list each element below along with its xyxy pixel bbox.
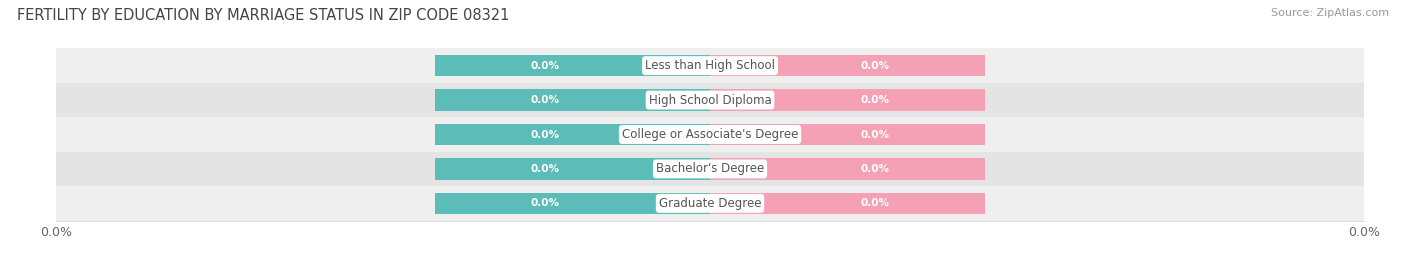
Bar	[436, 158, 710, 180]
Text: High School Diploma: High School Diploma	[648, 94, 772, 107]
Bar	[710, 124, 984, 145]
Text: FERTILITY BY EDUCATION BY MARRIAGE STATUS IN ZIP CODE 08321: FERTILITY BY EDUCATION BY MARRIAGE STATU…	[17, 8, 509, 23]
Text: 0.0%: 0.0%	[531, 95, 560, 105]
Text: 0.0%: 0.0%	[531, 61, 560, 71]
Bar	[436, 89, 710, 111]
Bar	[56, 83, 1364, 117]
Text: 0.0%: 0.0%	[860, 95, 889, 105]
Bar	[56, 117, 1364, 152]
Text: 0.0%: 0.0%	[860, 164, 889, 174]
Bar	[710, 193, 984, 214]
Bar	[710, 89, 984, 111]
Text: Graduate Degree: Graduate Degree	[659, 197, 761, 210]
Bar	[436, 55, 710, 76]
Text: 0.0%: 0.0%	[860, 198, 889, 208]
Bar	[710, 55, 984, 76]
Bar	[56, 152, 1364, 186]
Bar	[436, 193, 710, 214]
Text: Less than High School: Less than High School	[645, 59, 775, 72]
Text: 0.0%: 0.0%	[860, 61, 889, 71]
Text: 0.0%: 0.0%	[531, 198, 560, 208]
Text: Source: ZipAtlas.com: Source: ZipAtlas.com	[1271, 8, 1389, 18]
Text: Bachelor's Degree: Bachelor's Degree	[657, 162, 763, 175]
Bar	[436, 124, 710, 145]
Text: 0.0%: 0.0%	[860, 129, 889, 140]
Text: 0.0%: 0.0%	[531, 164, 560, 174]
Bar	[56, 186, 1364, 221]
Text: College or Associate's Degree: College or Associate's Degree	[621, 128, 799, 141]
Bar	[56, 48, 1364, 83]
Bar	[710, 158, 984, 180]
Text: 0.0%: 0.0%	[531, 129, 560, 140]
